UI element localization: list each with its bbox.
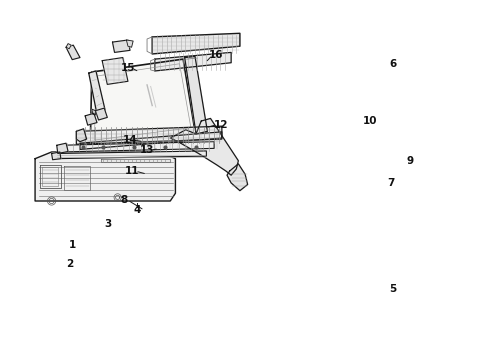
Text: 12: 12 bbox=[214, 120, 228, 130]
Text: 6: 6 bbox=[390, 59, 397, 69]
Polygon shape bbox=[100, 159, 170, 162]
Text: 14: 14 bbox=[122, 135, 137, 145]
Text: 8: 8 bbox=[120, 195, 127, 205]
Polygon shape bbox=[170, 118, 238, 175]
Polygon shape bbox=[96, 108, 107, 120]
Text: 1: 1 bbox=[69, 240, 76, 250]
Text: 7: 7 bbox=[388, 178, 395, 188]
Polygon shape bbox=[155, 53, 231, 71]
Polygon shape bbox=[76, 126, 222, 144]
Polygon shape bbox=[56, 151, 206, 159]
Polygon shape bbox=[35, 152, 175, 201]
Polygon shape bbox=[51, 152, 61, 160]
Text: 5: 5 bbox=[390, 284, 397, 294]
Text: 15: 15 bbox=[121, 63, 135, 73]
Polygon shape bbox=[90, 59, 195, 144]
Text: 13: 13 bbox=[140, 145, 154, 156]
Text: 9: 9 bbox=[407, 156, 414, 166]
Polygon shape bbox=[66, 45, 80, 60]
Text: 11: 11 bbox=[124, 166, 139, 176]
Polygon shape bbox=[152, 33, 240, 54]
Text: 16: 16 bbox=[208, 50, 223, 60]
Polygon shape bbox=[92, 109, 96, 115]
Text: 3: 3 bbox=[105, 219, 112, 229]
Polygon shape bbox=[102, 58, 128, 84]
Polygon shape bbox=[126, 40, 133, 47]
Polygon shape bbox=[61, 141, 214, 152]
Polygon shape bbox=[57, 143, 68, 153]
Polygon shape bbox=[76, 129, 87, 141]
Text: 10: 10 bbox=[363, 116, 378, 126]
Text: 2: 2 bbox=[66, 260, 74, 269]
Polygon shape bbox=[185, 57, 207, 134]
Text: 4: 4 bbox=[133, 205, 141, 215]
Polygon shape bbox=[66, 44, 71, 49]
Polygon shape bbox=[113, 40, 130, 53]
Polygon shape bbox=[85, 113, 97, 125]
Polygon shape bbox=[227, 164, 247, 191]
Polygon shape bbox=[80, 132, 222, 149]
Polygon shape bbox=[89, 71, 105, 114]
